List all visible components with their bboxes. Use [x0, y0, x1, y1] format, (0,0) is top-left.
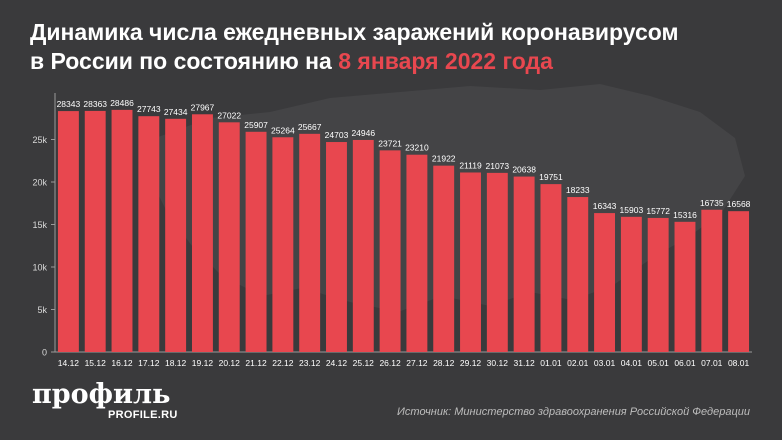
x-tick-label: 18.12: [165, 358, 187, 368]
x-tick-label: 29.12: [460, 358, 482, 368]
x-tick-label: 17.12: [138, 358, 160, 368]
bar: [165, 118, 187, 352]
y-tick-label: 0: [42, 348, 47, 358]
title-date-highlight: 8 января 2022 года: [338, 48, 553, 74]
bar-value-label: 27967: [191, 102, 215, 112]
bar-value-label: 20638: [512, 165, 536, 175]
bar-value-label: 23721: [378, 138, 402, 148]
x-tick-label: 27.12: [406, 358, 428, 368]
bar: [594, 213, 616, 352]
y-tick-label: 5k: [37, 305, 47, 315]
bar-value-label: 15903: [620, 205, 644, 215]
bar: [111, 109, 133, 352]
x-tick-label: 21.12: [245, 358, 267, 368]
bar: [299, 133, 321, 352]
bar-value-label: 25907: [244, 120, 268, 130]
bar: [567, 197, 589, 352]
x-tick-label: 15.12: [85, 358, 107, 368]
x-tick-label: 20.12: [219, 358, 241, 368]
x-tick-label: 24.12: [326, 358, 348, 368]
bar: [620, 216, 642, 352]
bar-value-label: 15316: [673, 210, 697, 220]
bar-value-label: 28343: [57, 99, 81, 109]
bar-value-label: 19751: [539, 172, 563, 182]
bar: [540, 184, 562, 352]
bar: [379, 150, 401, 352]
x-tick-label: 04.01: [621, 358, 643, 368]
y-tick-label: 25k: [32, 135, 47, 145]
bar: [191, 114, 213, 352]
bar-value-label: 21922: [432, 154, 456, 164]
x-tick-label: 08.01: [728, 358, 750, 368]
bar: [513, 176, 535, 352]
bar: [57, 111, 79, 352]
x-tick-label: 26.12: [379, 358, 401, 368]
x-tick-label: 14.12: [58, 358, 80, 368]
x-tick-label: 07.01: [701, 358, 723, 368]
bar-value-label: 27743: [137, 104, 161, 114]
bar-value-label: 24946: [351, 128, 375, 138]
bar: [272, 137, 294, 352]
bar: [433, 165, 455, 352]
bar: [674, 221, 696, 352]
source-note: Источник: Министерство здравоохранения Р…: [397, 406, 750, 418]
bar: [406, 154, 428, 352]
x-tick-label: 02.01: [567, 358, 589, 368]
x-tick-label: 30.12: [487, 358, 509, 368]
profile-site-label[interactable]: PROFILE.RU: [108, 409, 178, 421]
bar: [701, 209, 723, 352]
x-tick-label: 05.01: [648, 358, 670, 368]
x-tick-label: 22.12: [272, 358, 294, 368]
bar: [326, 142, 347, 352]
x-tick-label: 19.12: [192, 358, 214, 368]
title-line-2-prefix: в России по состоянию на: [30, 48, 332, 74]
y-tick-label: 20k: [32, 178, 47, 188]
bar-value-label: 23210: [405, 143, 429, 153]
bar-value-label: 16735: [700, 198, 724, 208]
bar: [352, 139, 374, 352]
profile-logo[interactable]: профиль: [32, 379, 171, 410]
bar-value-label: 25264: [271, 125, 295, 135]
bar: [728, 211, 750, 352]
bar-value-label: 16343: [593, 201, 617, 211]
x-tick-label: 28.12: [433, 358, 455, 368]
bar-value-label: 15772: [646, 206, 670, 216]
x-tick-label: 31.12: [513, 358, 535, 368]
bar-value-label: 21119: [459, 160, 482, 170]
bar-value-label: 24703: [325, 130, 349, 140]
bar-value-label: 27434: [164, 107, 188, 117]
x-tick-label: 23.12: [299, 358, 321, 368]
x-tick-label: 25.12: [353, 358, 375, 368]
bar-value-label: 28486: [110, 98, 134, 108]
y-tick-label: 10k: [32, 263, 47, 273]
bar: [647, 217, 669, 352]
bar-value-label: 25667: [298, 122, 322, 132]
title-line-1: Динамика числа ежедневных заражений коро…: [30, 19, 679, 45]
bar: [138, 116, 160, 352]
bar-value-label: 21073: [486, 161, 510, 171]
y-tick-label: 15k: [32, 220, 47, 230]
x-tick-label: 03.01: [594, 358, 616, 368]
x-tick-label: 16.12: [111, 358, 133, 368]
bar: [245, 131, 267, 352]
bar-value-label: 16568: [727, 199, 751, 209]
bar-value-label: 28363: [83, 99, 107, 109]
bar: [460, 172, 481, 352]
bar: [218, 122, 240, 352]
bar-value-label: 27022: [217, 110, 241, 120]
chart-title: Динамика числа ежедневных заражений коро…: [30, 18, 770, 76]
bar: [486, 172, 508, 352]
bar-value-label: 18233: [566, 185, 590, 195]
x-tick-label: 01.01: [540, 358, 562, 368]
bar: [84, 110, 106, 353]
x-tick-label: 06.01: [674, 358, 696, 368]
